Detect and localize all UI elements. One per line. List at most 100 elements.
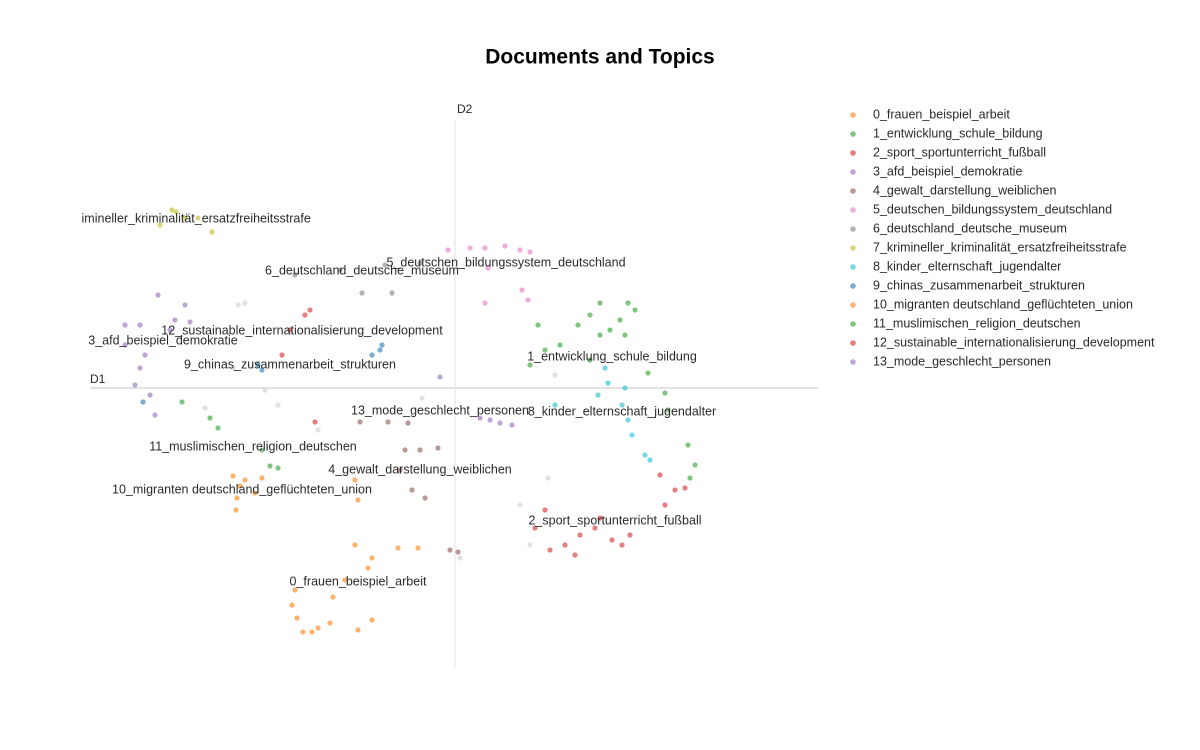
legend-label: 4_gewalt_darstellung_weiblichen (873, 183, 1057, 197)
point (207, 415, 213, 421)
topic-label: 11_muslimischen_religion_deutschen (149, 439, 357, 453)
point (545, 475, 551, 481)
point (455, 549, 461, 555)
point (482, 245, 488, 251)
point (352, 542, 358, 548)
topic-label: 5_deutschen_bildungssystem_deutschland (386, 255, 625, 269)
point (557, 342, 563, 348)
point (592, 525, 598, 531)
legend-marker (850, 245, 856, 251)
legend-marker (850, 169, 856, 175)
point (437, 374, 443, 380)
point (575, 322, 581, 328)
legend-label: 1_entwicklung_schule_bildung (873, 126, 1043, 140)
point (259, 447, 265, 453)
point (617, 317, 623, 323)
legend-label: 2_sport_sportunterricht_fußball (873, 145, 1046, 159)
point (330, 594, 336, 600)
point (419, 395, 425, 401)
legend-marker (850, 283, 856, 289)
point (182, 302, 188, 308)
legend-label: 10_migranten deutschland_geflüchteten_un… (873, 297, 1133, 311)
point (535, 322, 541, 328)
point (577, 532, 583, 538)
point (619, 542, 625, 548)
legend-label: 3_afd_beispiel_demokratie (873, 164, 1022, 178)
topic-label: 13_mode_geschlecht_personen (351, 403, 529, 417)
point (382, 262, 388, 268)
point (255, 362, 261, 368)
point (619, 402, 625, 408)
point (572, 552, 578, 558)
point (685, 442, 691, 448)
point (172, 317, 178, 323)
point (137, 322, 143, 328)
topic-label: 6_deutschland_deutsche_museum (265, 263, 459, 277)
legend-marker (850, 226, 856, 232)
point (657, 472, 663, 478)
point (300, 629, 306, 635)
point (542, 347, 548, 353)
point (259, 367, 265, 373)
point (252, 490, 258, 496)
point (502, 243, 508, 249)
y-axis-label: D2 (457, 102, 473, 116)
point (642, 452, 648, 458)
point (552, 372, 558, 378)
point (359, 290, 365, 296)
point (532, 525, 538, 531)
point (209, 229, 215, 235)
point (622, 332, 628, 338)
point (477, 415, 483, 421)
point (294, 615, 300, 621)
point (527, 542, 533, 548)
point (602, 365, 608, 371)
point (142, 352, 148, 358)
point (632, 307, 638, 313)
point (609, 537, 615, 543)
point (645, 370, 651, 376)
point (527, 362, 533, 368)
point (182, 215, 188, 221)
point (485, 265, 491, 271)
point (629, 432, 635, 438)
point (377, 347, 383, 353)
legend-marker (850, 150, 856, 156)
point (262, 387, 268, 393)
point (415, 545, 421, 551)
point (369, 352, 375, 358)
topic-label: 4_gewalt_darstellung_weiblichen (328, 462, 512, 476)
point (417, 447, 423, 453)
point (605, 380, 611, 386)
point (542, 507, 548, 513)
topic-label: 8_kinder_elternschaft_jugendalter (528, 404, 716, 418)
topic-label: 2_sport_sportunterricht_fußball (528, 513, 701, 527)
point (519, 287, 525, 293)
point (179, 399, 185, 405)
point (647, 457, 653, 463)
topic-label: 7_krimineller_kriminalität_ersatzfreihei… (57, 211, 311, 225)
point (357, 419, 363, 425)
point (157, 222, 163, 228)
point (682, 485, 688, 491)
x-axis-label: D1 (90, 372, 106, 386)
point (547, 547, 553, 553)
point (202, 405, 208, 411)
point (509, 422, 515, 428)
point (409, 487, 415, 493)
topic-label: 10_migranten deutschland_geflüchteten_un… (112, 482, 372, 496)
point (259, 475, 265, 481)
point (242, 300, 248, 306)
legend-marker (850, 188, 856, 194)
point (137, 365, 143, 371)
point (122, 322, 128, 328)
point (625, 300, 631, 306)
point (587, 357, 593, 363)
legend-marker (850, 112, 856, 118)
point (152, 412, 158, 418)
point (487, 417, 493, 423)
point (122, 342, 128, 348)
point (405, 420, 411, 426)
point (665, 407, 671, 413)
point (607, 327, 613, 333)
